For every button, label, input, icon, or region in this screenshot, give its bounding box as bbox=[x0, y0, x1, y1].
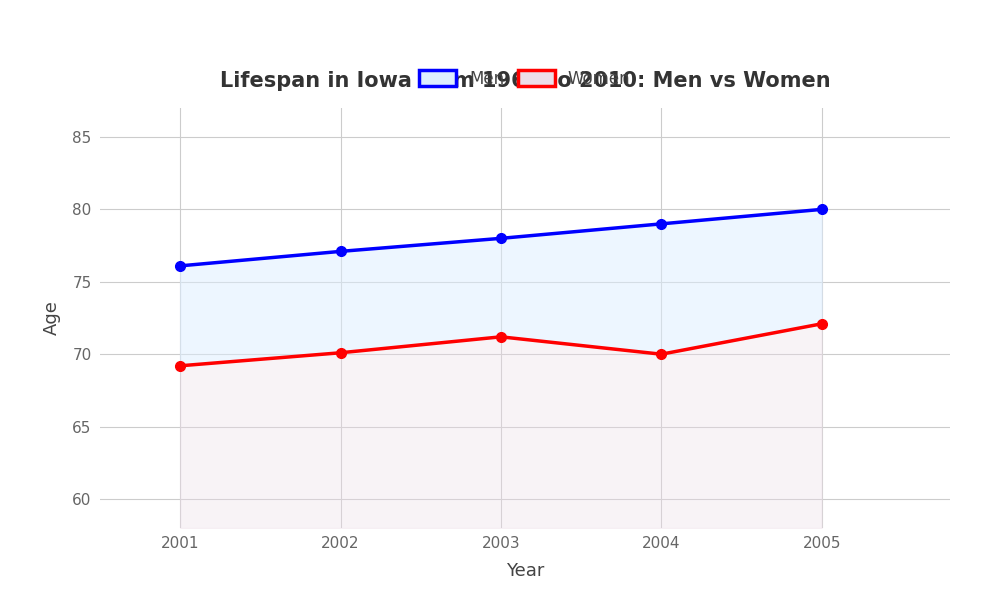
Y-axis label: Age: Age bbox=[43, 301, 61, 335]
Men bbox=[655, 220, 667, 227]
Women bbox=[655, 350, 667, 358]
Men bbox=[335, 248, 347, 255]
Line: Women: Women bbox=[175, 319, 827, 371]
Women bbox=[335, 349, 347, 356]
Women bbox=[174, 362, 186, 370]
X-axis label: Year: Year bbox=[506, 562, 544, 580]
Men bbox=[174, 262, 186, 269]
Women bbox=[816, 320, 828, 328]
Line: Men: Men bbox=[175, 205, 827, 271]
Legend: Men, Women: Men, Women bbox=[411, 62, 639, 97]
Men bbox=[495, 235, 507, 242]
Title: Lifespan in Iowa from 1960 to 2010: Men vs Women: Lifespan in Iowa from 1960 to 2010: Men … bbox=[220, 71, 830, 91]
Women bbox=[495, 333, 507, 340]
Men bbox=[816, 206, 828, 213]
